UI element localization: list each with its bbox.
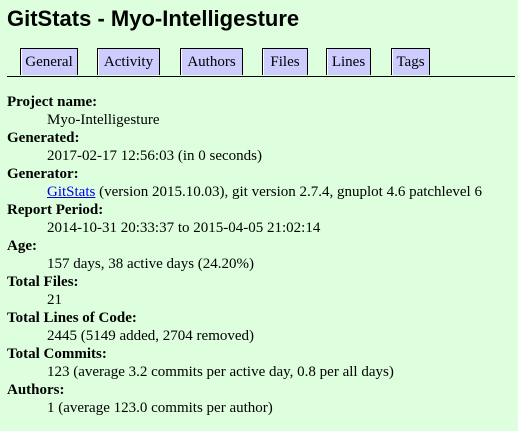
tab-lines-link[interactable]: Lines bbox=[331, 54, 366, 70]
authors-value: 1 (average 123.0 commits per author) bbox=[47, 400, 273, 416]
total-loc-value: 2445 (5149 added, 2704 removed) bbox=[47, 328, 255, 344]
total-commits-label: Total Commits: bbox=[7, 346, 107, 362]
tab-general[interactable]: General bbox=[20, 48, 78, 75]
report-period-value: 2014-10-31 20:33:37 to 2015-04-05 21:02:… bbox=[47, 220, 321, 236]
tab-files[interactable]: Files bbox=[262, 48, 308, 75]
generator-label: Generator: bbox=[7, 166, 79, 182]
tab-general-link[interactable]: General bbox=[25, 54, 73, 70]
tab-activity-link[interactable]: Activity bbox=[103, 54, 154, 70]
tab-lines[interactable]: Lines bbox=[326, 48, 371, 75]
generated-value: 2017-02-17 12:56:03 (in 0 seconds) bbox=[47, 148, 262, 164]
report-period-label: Report Period: bbox=[7, 202, 104, 218]
total-files-label: Total Files: bbox=[7, 274, 79, 290]
total-loc-label: Total Lines of Code: bbox=[7, 310, 137, 326]
page-title: GitStats - Myo-Intelligesture bbox=[7, 6, 300, 31]
generated-label: Generated: bbox=[7, 130, 80, 146]
tab-activity[interactable]: Activity bbox=[97, 48, 160, 75]
tab-tags-link[interactable]: Tags bbox=[396, 54, 425, 70]
authors-label: Authors: bbox=[7, 382, 65, 398]
tab-tags[interactable]: Tags bbox=[391, 48, 430, 75]
age-label: Age: bbox=[7, 238, 37, 254]
project-name-value: Myo-Intelligesture bbox=[47, 112, 160, 128]
tab-authors[interactable]: Authors bbox=[180, 48, 243, 75]
tab-authors-link[interactable]: Authors bbox=[187, 54, 236, 70]
age-value: 157 days, 38 active days (24.20%) bbox=[47, 256, 255, 272]
tab-files-link[interactable]: Files bbox=[270, 54, 300, 70]
tab-navigation: General Activity Authors Files Lines Tag… bbox=[7, 48, 515, 77]
gitstats-link[interactable]: GitStats bbox=[47, 184, 96, 200]
generator-value: GitStats (version 2015.10.03), git versi… bbox=[47, 183, 515, 201]
general-info-list: Project name: Myo-Intelligesture Generat… bbox=[7, 93, 515, 417]
total-files-value: 21 bbox=[47, 292, 62, 308]
total-commits-value: 123 (average 3.2 commits per active day,… bbox=[47, 364, 394, 380]
project-name-label: Project name: bbox=[7, 94, 98, 110]
generator-details: (version 2015.10.03), git version 2.7.4,… bbox=[95, 184, 482, 200]
